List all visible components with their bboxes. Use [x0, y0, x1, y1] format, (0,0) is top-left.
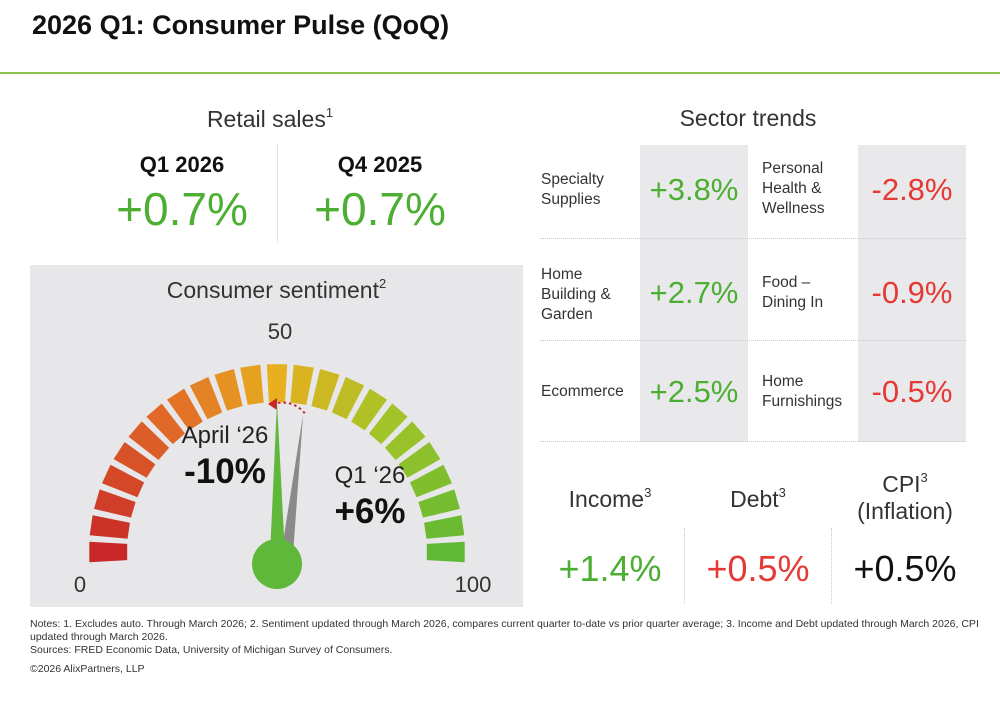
- gauge-tick: [113, 442, 156, 478]
- sector-value: +2.7%: [649, 275, 739, 310]
- sector-value: -2.8%: [871, 172, 953, 207]
- needle-current: [270, 402, 285, 555]
- retail-period: Q4 2025: [337, 152, 423, 177]
- retail-value: +0.7%: [116, 183, 248, 235]
- q1-value: +6%: [334, 492, 406, 531]
- gauge-tick: [369, 403, 408, 445]
- gauge-tick: [424, 515, 465, 539]
- sector-name: Food – Dining In: [762, 274, 824, 311]
- sector-value: -0.9%: [871, 275, 953, 310]
- sector-trends-heading: Sector trends: [679, 105, 817, 131]
- gauge-tick: [102, 464, 145, 498]
- needle-prior: [281, 415, 303, 555]
- consumer-sentiment-footnote: 2: [378, 276, 387, 291]
- gauge-tick: [89, 515, 130, 539]
- notes-text: Notes: 1. Excludes auto. Through March 2…: [30, 618, 979, 643]
- gauge-tick: [290, 364, 314, 405]
- indicator-divider: [684, 528, 685, 604]
- gauge-label-min: 0: [74, 572, 86, 597]
- sector-row-divider: [540, 238, 966, 239]
- gauge-tick: [351, 388, 387, 431]
- income-label: Income3: [568, 485, 652, 512]
- gauge-tick: [167, 388, 203, 431]
- gauge-tick: [311, 369, 340, 411]
- sector-value: +2.5%: [649, 374, 739, 409]
- gauge-tick: [331, 377, 365, 420]
- gauge-tick-band: [89, 364, 465, 563]
- footnotes: Notes: 1. Excludes auto. Through March 2…: [30, 618, 985, 657]
- gauge-tick: [398, 442, 441, 478]
- needle-hub: [252, 539, 302, 589]
- sector-shade-left: [640, 145, 748, 442]
- copyright: ©2026 AlixPartners, LLP: [30, 663, 145, 675]
- gauge-label-max: 100: [455, 572, 492, 597]
- sector-shade-right: [858, 145, 966, 442]
- sector-row-divider: [540, 340, 966, 341]
- consumer-sentiment-heading: Consumer sentiment2: [30, 276, 523, 304]
- retail-sales-heading: Retail sales1: [120, 105, 420, 133]
- indicator-divider: [831, 528, 832, 604]
- cpi-sublabel: (Inflation): [857, 498, 953, 524]
- change-arrow-head: [268, 398, 277, 410]
- sector-row-divider: [540, 441, 966, 442]
- gauge-tick: [128, 421, 170, 460]
- gauge-tick: [89, 541, 128, 563]
- gauge-tick: [266, 364, 288, 403]
- sector-name: Home Furnishings: [762, 373, 843, 410]
- retail-period: Q1 2026: [139, 152, 225, 177]
- cpi-label: CPI3 (Inflation): [835, 470, 975, 525]
- april-reading: April ‘26 -10%: [160, 422, 290, 492]
- income-value: +1.4%: [558, 548, 662, 589]
- sentiment-gauge: 0 50 100: [74, 319, 492, 597]
- april-label: April ‘26: [181, 422, 269, 449]
- sector-name: Ecommerce: [541, 383, 624, 400]
- gauge-label-mid: 50: [268, 319, 292, 344]
- cpi-value: +0.5%: [853, 548, 957, 589]
- debt-label: Debt3: [730, 485, 786, 512]
- title-divider: [0, 72, 1000, 74]
- consumer-sentiment-panel: Consumer sentiment2 0 50 100 April ‘26 -…: [30, 265, 523, 607]
- gauge-tick: [94, 489, 136, 518]
- retail-sales-label: Retail sales: [206, 106, 326, 132]
- gauge-tick: [189, 377, 223, 420]
- gauge-tick: [240, 364, 264, 405]
- gauge-tick: [409, 464, 452, 498]
- sector-value: +3.8%: [649, 172, 739, 207]
- gauge-tick: [426, 541, 465, 563]
- gauge-tick: [384, 421, 426, 460]
- gauge-tick: [418, 489, 460, 518]
- q1-reading: Q1 ‘26 +6%: [305, 462, 435, 532]
- april-value: -10%: [184, 452, 266, 491]
- sector-name: Personal Health & Wellness: [762, 160, 825, 217]
- debt-value: +0.5%: [706, 548, 810, 589]
- gauge-tick: [214, 369, 243, 411]
- page-title: 2026 Q1: Consumer Pulse (QoQ): [32, 10, 450, 40]
- sources-text: Sources: FRED Economic Data, University …: [30, 644, 393, 656]
- retail-q1-2026: Q1 2026 +0.7%: [82, 152, 282, 236]
- sector-name: Specialty Supplies: [541, 171, 604, 208]
- q1-label: Q1 ‘26: [334, 462, 406, 489]
- retail-q4-2025: Q4 2025 +0.7%: [280, 152, 480, 236]
- gauge-tick: [146, 403, 185, 445]
- consumer-sentiment-label: Consumer sentiment: [166, 277, 379, 303]
- retail-value: +0.7%: [314, 183, 446, 235]
- retail-divider: [277, 145, 278, 242]
- sector-value: -0.5%: [871, 374, 953, 409]
- change-arrow: [277, 401, 307, 416]
- retail-sales-footnote: 1: [325, 105, 334, 120]
- sector-name: Home Building & Garden: [541, 266, 611, 323]
